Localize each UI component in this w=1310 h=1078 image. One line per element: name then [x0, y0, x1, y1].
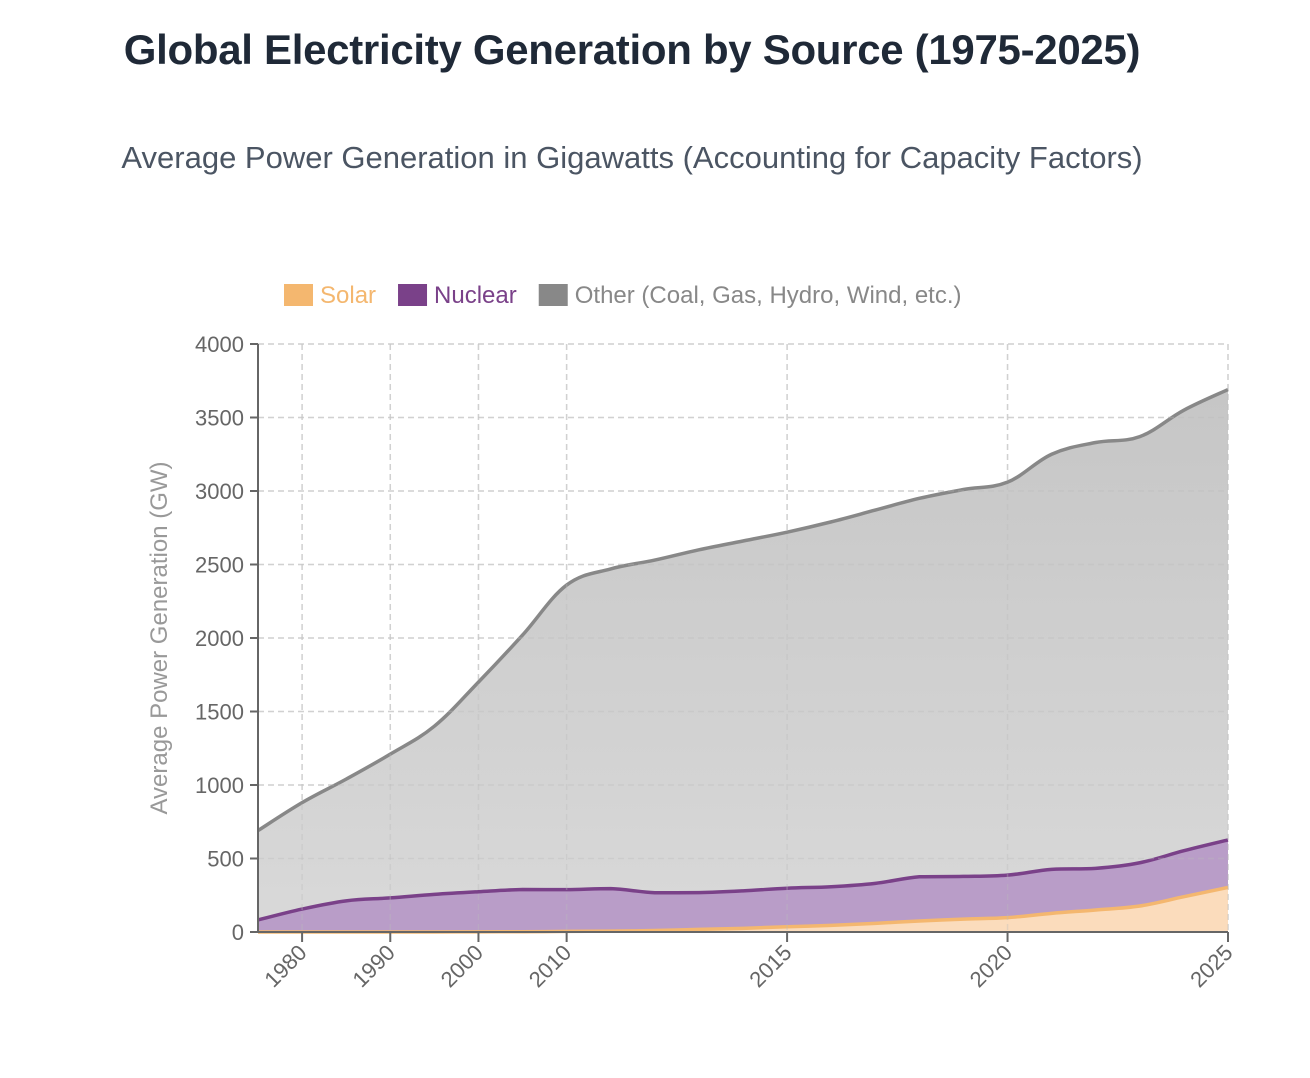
- y-tick-label: 3500: [195, 406, 244, 431]
- legend-swatch-solar: [284, 284, 313, 306]
- y-tick-label: 500: [207, 847, 244, 872]
- y-tick-label: 2500: [195, 553, 244, 578]
- x-tick-label: 2015: [744, 940, 796, 992]
- legend-swatch-other: [538, 284, 568, 306]
- x-tick-label: 2025: [1185, 940, 1237, 992]
- area-layers: [257, 343, 1229, 934]
- x-tick-label: 2000: [436, 940, 488, 992]
- chart-title: Global Electricity Generation by Source …: [123, 26, 1141, 73]
- legend-swatch-nuclear: [398, 284, 428, 306]
- legend-label-other: Other (Coal, Gas, Hydro, Wind, etc.): [575, 282, 962, 309]
- x-tick-label: 2020: [965, 940, 1017, 992]
- y-tick-label: 2000: [195, 626, 244, 651]
- y-tick-label: 3000: [195, 479, 244, 504]
- x-tick-label: 2010: [524, 940, 576, 992]
- y-tick-label: 1500: [195, 700, 244, 725]
- y-tick-label: 4000: [195, 332, 244, 357]
- x-tick-label: 1990: [348, 940, 400, 992]
- x-tick-label: 1980: [259, 940, 311, 992]
- area-other: [258, 389, 1228, 932]
- area-nuclear: [258, 839, 1228, 932]
- chart-subtitle: Average Power Generation in Gigawatts (A…: [121, 140, 1143, 175]
- line-other: [257, 387, 1229, 833]
- legend-label-solar: Solar: [320, 282, 376, 309]
- y-tick-label: 0: [232, 920, 244, 945]
- legend-label-nuclear: Nuclear: [434, 282, 517, 309]
- y-axis-title: Average Power Generation (GW): [146, 461, 173, 814]
- line-nuclear: [257, 838, 1229, 922]
- y-tick-label: 1000: [195, 773, 244, 798]
- legend: Solar Nuclear Other (Coal, Gas, Hydro, Win…: [284, 282, 962, 309]
- area-solar: [258, 887, 1228, 932]
